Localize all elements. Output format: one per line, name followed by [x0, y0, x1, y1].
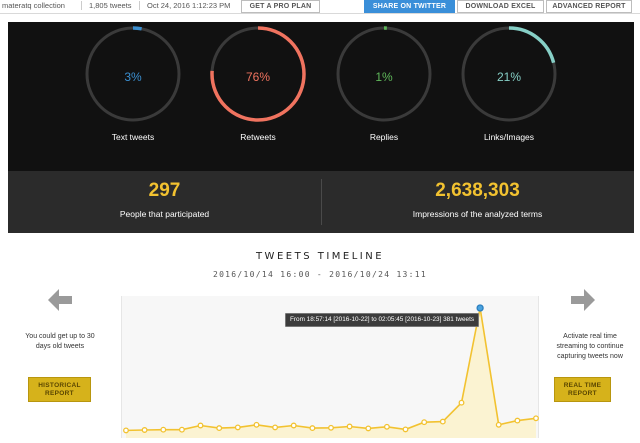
chart-point[interactable]	[383, 423, 390, 430]
historical-hint-line-2: days old tweets	[35, 343, 85, 350]
get-pro-plan-button[interactable]: GET A PRO PLAN	[241, 0, 320, 13]
chart-point[interactable]	[346, 423, 353, 430]
chart-point[interactable]	[272, 424, 279, 431]
arrow-right-icon[interactable]	[570, 288, 596, 316]
stats-panel: 3% Text tweets 76% Retweets 1% Replies 2…	[8, 22, 634, 233]
participants-label: People that participated	[119, 209, 210, 219]
timeline-date-range: 2016/10/14 16:00 - 2016/10/24 13:11	[212, 270, 428, 279]
chart-tooltip: From 18:57:14 [2016-10-22] to 02:05:45 […	[285, 313, 480, 327]
realtime-hint: Activate real time streaming to continue…	[540, 332, 640, 362]
real-time-report-label-1: REAL TIME	[563, 382, 602, 389]
chart-point[interactable]	[309, 425, 316, 432]
totals-divider	[321, 179, 322, 225]
download-excel-button[interactable]: DOWNLOAD EXCEL	[457, 0, 544, 13]
gauge-text-tweets: 3% Text tweets	[73, 22, 193, 162]
links-images-label: Links/Images	[483, 132, 535, 142]
realtime-hint-line-2: streaming to continue	[556, 343, 624, 350]
chart-point[interactable]	[290, 422, 297, 429]
chart-point[interactable]	[514, 417, 521, 424]
real-time-report-label-2: REPORT	[568, 390, 597, 397]
chart-point[interactable]	[123, 427, 129, 434]
chart-point[interactable]	[495, 421, 502, 428]
chart-point[interactable]	[216, 425, 223, 432]
divider	[81, 1, 82, 10]
replies-percent: 1%	[375, 70, 393, 84]
chart-point[interactable]	[178, 426, 185, 433]
advanced-report-button[interactable]: ADVANCED REPORT	[546, 0, 632, 13]
gauge-replies: 1% Replies	[324, 22, 444, 162]
chart-point[interactable]	[328, 424, 334, 431]
gauge-retweets: 76% Retweets	[198, 22, 318, 162]
retweets-label: Retweets	[240, 132, 276, 142]
replies-ring	[336, 26, 432, 122]
chart-point[interactable]	[439, 418, 446, 425]
chart-point[interactable]	[234, 424, 241, 431]
chart-point[interactable]	[533, 415, 539, 422]
real-time-report-button[interactable]: REAL TIME REPORT	[554, 377, 611, 402]
participants-count: 297	[148, 180, 181, 201]
tweets-count: 1,805 tweets	[89, 1, 132, 10]
impressions-label: Impressions of the analyzed terms	[412, 209, 543, 219]
historical-hint-line-1: You could get up to 30	[25, 333, 95, 340]
retweets-ring	[210, 26, 306, 122]
share-on-twitter-button[interactable]: SHARE ON TWITTER	[364, 0, 455, 13]
chart-area-fill	[126, 308, 536, 438]
chart-point-highlighted[interactable]	[476, 304, 484, 312]
realtime-hint-line-1: Activate real time	[563, 333, 617, 340]
totals-row: 297 People that participated 2,638,303 I…	[8, 171, 634, 233]
chart-point[interactable]	[141, 427, 148, 433]
chart-point[interactable]	[458, 399, 465, 406]
impressions-count: 2,638,303	[435, 180, 520, 201]
gauge-links-images: 21% Links/Images	[449, 22, 569, 162]
text-tweets-percent: 3%	[124, 70, 142, 84]
chart-point[interactable]	[160, 426, 167, 433]
divider	[139, 1, 140, 10]
links-images-percent: 21%	[496, 70, 522, 84]
text-tweets-ring	[85, 26, 181, 122]
chart-point[interactable]	[421, 419, 428, 426]
text-tweets-label: Text tweets	[111, 132, 155, 142]
realtime-hint-line-3: capturing tweets now	[557, 353, 623, 360]
arrow-left-icon[interactable]	[47, 288, 73, 316]
replies-label: Replies	[369, 132, 399, 142]
chart-point[interactable]	[197, 422, 204, 429]
retweets-percent: 76%	[245, 70, 271, 84]
historical-report-button[interactable]: HISTORICAL REPORT	[28, 377, 91, 402]
top-bar: materatq collection 1,805 tweets Oct 24,…	[0, 0, 640, 14]
timeline-chart-svg	[123, 304, 539, 438]
chart-point[interactable]	[402, 426, 409, 433]
historical-hint: You could get up to 30 days old tweets	[10, 332, 110, 352]
historical-report-label-1: HISTORICAL	[38, 382, 81, 389]
historical-report-label-2: REPORT	[45, 390, 74, 397]
collection-name: materatq collection	[2, 1, 65, 10]
chart-point[interactable]	[365, 425, 372, 432]
chart-point[interactable]	[253, 421, 260, 428]
collection-date: Oct 24, 2016 1:12:23 PM	[147, 1, 231, 10]
timeline-title: TWEETS TIMELINE	[255, 251, 385, 262]
links-images-ring	[461, 26, 557, 122]
